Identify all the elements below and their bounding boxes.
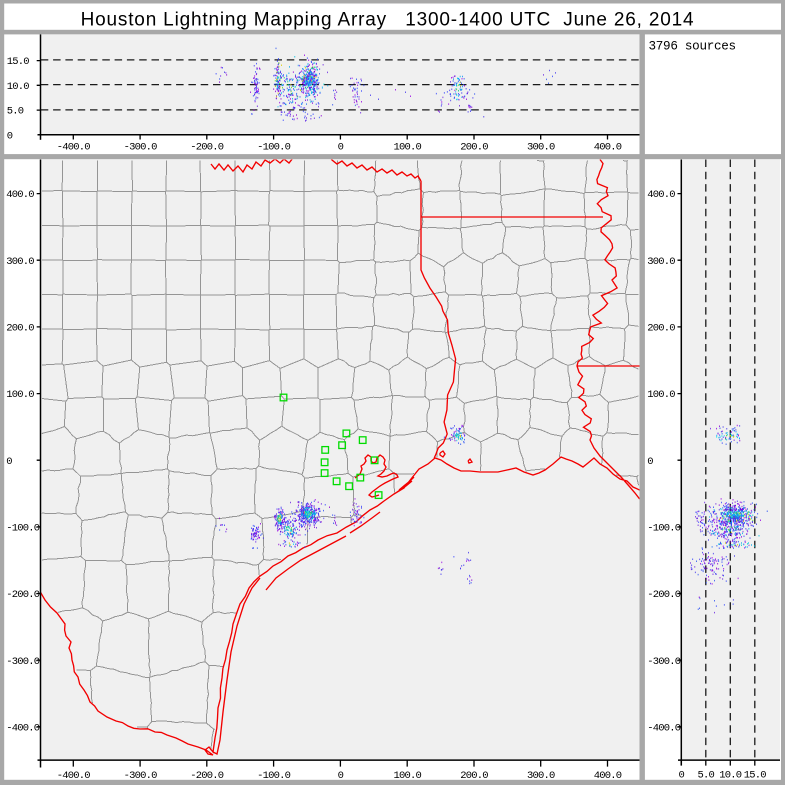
- svg-text:100.0: 100.0: [6, 389, 34, 401]
- svg-text:-400.0: -400.0: [647, 722, 681, 734]
- svg-text:-100.0: -100.0: [257, 142, 291, 154]
- svg-text:100.0: 100.0: [393, 142, 421, 154]
- svg-text:0: 0: [647, 456, 653, 468]
- svg-text:0: 0: [6, 456, 12, 468]
- svg-text:300.0: 300.0: [6, 256, 34, 268]
- svg-text:-400.0: -400.0: [6, 722, 40, 734]
- svg-text:-400.0: -400.0: [57, 770, 91, 782]
- svg-text:-300.0: -300.0: [124, 142, 158, 154]
- svg-text:15.0: 15.0: [7, 56, 30, 68]
- svg-text:-200.0: -200.0: [190, 142, 224, 154]
- svg-text:-200.0: -200.0: [6, 589, 40, 601]
- svg-text:-200.0: -200.0: [190, 770, 224, 782]
- svg-text:0: 0: [7, 130, 13, 142]
- svg-text:200.0: 200.0: [460, 142, 488, 154]
- svg-text:400.0: 400.0: [6, 189, 34, 201]
- svg-text:200.0: 200.0: [647, 323, 675, 335]
- svg-text:300.0: 300.0: [647, 256, 675, 268]
- svg-text:5.0: 5.0: [7, 106, 24, 118]
- svg-text:Houston Lightning Mapping Arra: Houston Lightning Mapping Array 1300-140…: [81, 9, 695, 30]
- svg-text:400.0: 400.0: [647, 189, 675, 201]
- svg-text:-300.0: -300.0: [647, 656, 681, 668]
- svg-text:100.0: 100.0: [647, 389, 675, 401]
- svg-text:100.0: 100.0: [393, 770, 421, 782]
- svg-text:400.0: 400.0: [594, 142, 622, 154]
- svg-text:-100.0: -100.0: [257, 770, 291, 782]
- svg-text:-400.0: -400.0: [57, 142, 91, 154]
- svg-text:-100.0: -100.0: [6, 523, 40, 535]
- svg-text:5.0: 5.0: [698, 770, 715, 782]
- svg-text:15.0: 15.0: [744, 770, 767, 782]
- svg-text:200.0: 200.0: [460, 770, 488, 782]
- svg-text:-100.0: -100.0: [647, 523, 681, 535]
- svg-text:0: 0: [338, 142, 344, 154]
- svg-text:-200.0: -200.0: [647, 589, 681, 601]
- svg-text:-300.0: -300.0: [6, 656, 40, 668]
- svg-text:10.0: 10.0: [7, 81, 30, 93]
- svg-text:0: 0: [679, 770, 685, 782]
- svg-text:300.0: 300.0: [527, 142, 555, 154]
- svg-text:0: 0: [338, 770, 344, 782]
- svg-text:-300.0: -300.0: [124, 770, 158, 782]
- svg-text:10.0: 10.0: [719, 770, 742, 782]
- svg-text:300.0: 300.0: [527, 770, 555, 782]
- svg-text:400.0: 400.0: [594, 770, 622, 782]
- svg-text:200.0: 200.0: [6, 323, 34, 335]
- svg-text:3796 sources: 3796 sources: [649, 40, 736, 54]
